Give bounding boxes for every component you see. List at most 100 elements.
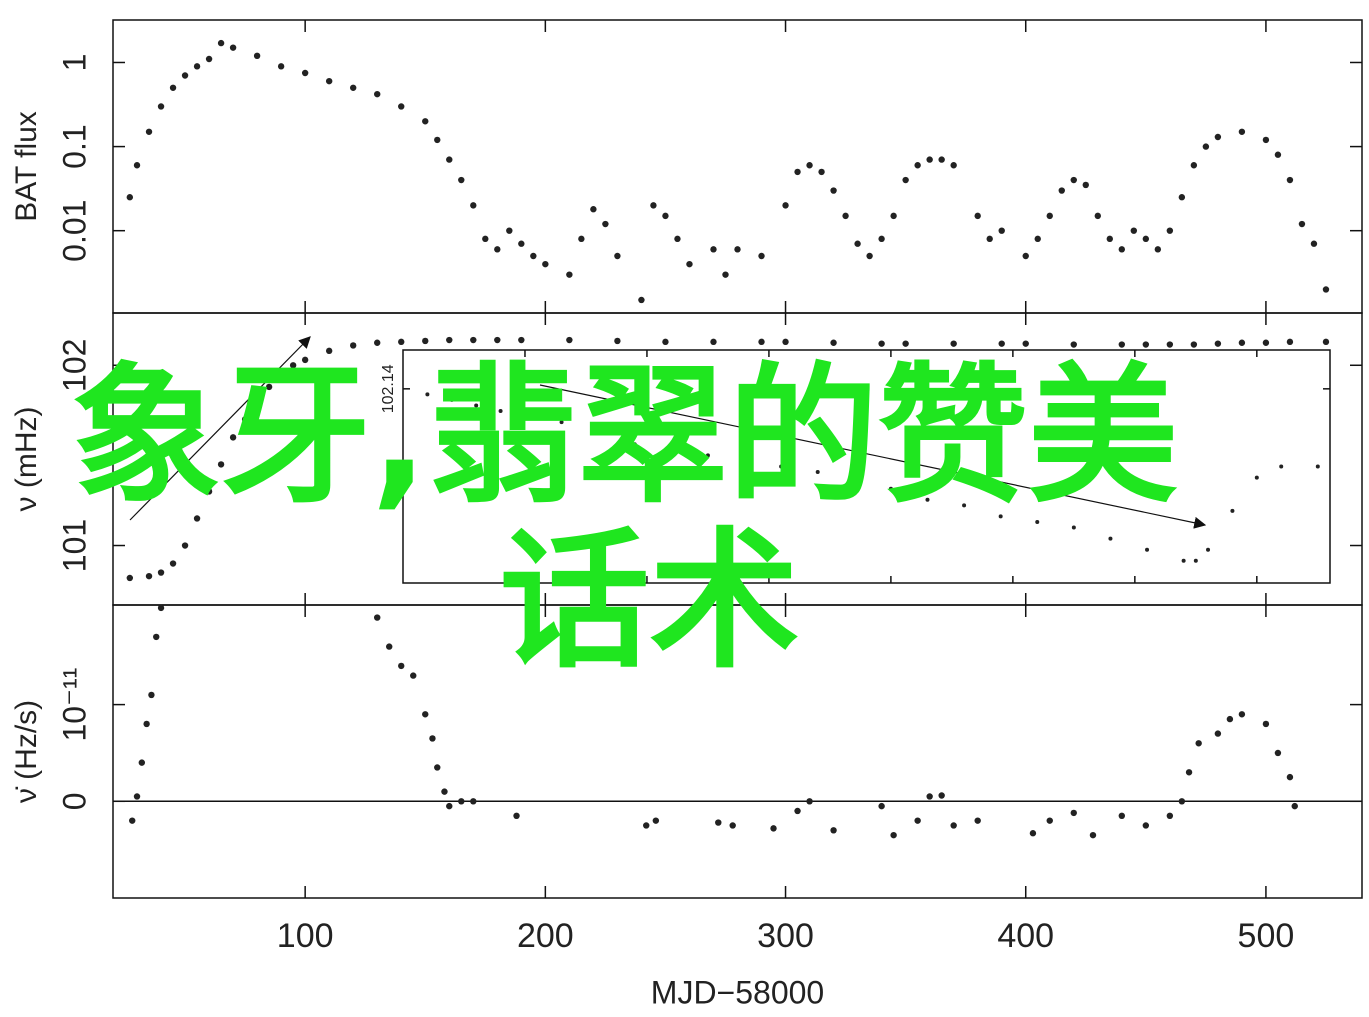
data-point xyxy=(398,103,405,110)
data-point xyxy=(705,453,710,458)
data-point xyxy=(458,798,465,805)
data-point xyxy=(241,416,249,423)
data-point xyxy=(852,475,857,480)
data-point xyxy=(710,338,717,346)
data-point xyxy=(398,338,405,346)
data-point xyxy=(878,235,885,243)
data-point xyxy=(434,136,441,144)
data-point xyxy=(1298,220,1306,228)
data-point xyxy=(643,822,650,829)
data-point xyxy=(193,515,201,522)
data-point xyxy=(1286,338,1294,346)
data-point xyxy=(1082,181,1089,189)
annotation-arrow xyxy=(129,336,311,521)
data-point xyxy=(566,336,573,344)
data-point xyxy=(289,362,297,369)
data-point xyxy=(729,822,736,829)
data-point xyxy=(1166,341,1174,348)
data-point xyxy=(1262,339,1270,346)
data-point xyxy=(470,798,477,805)
y-tick-label: 0.01 xyxy=(56,200,92,262)
data-point xyxy=(806,162,813,169)
data-point xyxy=(1262,136,1270,144)
data-point xyxy=(253,52,261,60)
data-point xyxy=(349,84,357,91)
data-point xyxy=(1238,128,1246,135)
data-point xyxy=(157,569,165,576)
data-point xyxy=(1034,235,1041,243)
y-tick-label: 0 xyxy=(56,792,92,810)
y-tick-label: 102.14 xyxy=(380,364,397,413)
data-point xyxy=(818,168,825,176)
data-point xyxy=(638,296,645,304)
data-point xyxy=(229,434,237,441)
data-point xyxy=(674,235,681,243)
data-point xyxy=(758,338,765,346)
data-point xyxy=(143,720,150,728)
data-point xyxy=(386,643,393,650)
data-point xyxy=(1022,340,1029,347)
data-point xyxy=(126,194,134,201)
data-point xyxy=(1214,730,1222,737)
data-point xyxy=(1070,341,1077,348)
data-point xyxy=(429,735,436,742)
data-point xyxy=(1254,475,1259,480)
data-point xyxy=(148,691,155,699)
data-point xyxy=(145,128,153,135)
data-point xyxy=(962,503,967,508)
data-point xyxy=(914,162,921,169)
data-point xyxy=(470,336,477,344)
data-point xyxy=(559,420,564,425)
data-point xyxy=(902,176,909,184)
data-point xyxy=(1130,227,1138,234)
x-tick-label: 300 xyxy=(757,917,814,955)
data-point xyxy=(938,156,945,163)
data-point xyxy=(1029,830,1037,837)
data-point xyxy=(974,817,981,824)
data-point xyxy=(830,339,837,346)
data-point xyxy=(794,168,801,176)
x-tick-label: 100 xyxy=(277,917,334,955)
data-point xyxy=(325,347,333,355)
data-point xyxy=(301,356,309,364)
data-point xyxy=(926,156,933,163)
data-point xyxy=(482,235,489,243)
data-point xyxy=(1046,212,1053,220)
data-point xyxy=(830,827,837,834)
data-point xyxy=(138,759,146,766)
data-point xyxy=(1070,809,1077,817)
data-point xyxy=(998,514,1003,519)
data-point xyxy=(1118,341,1126,348)
data-point xyxy=(986,235,993,243)
data-point xyxy=(422,337,429,345)
data-point xyxy=(518,336,525,344)
data-point xyxy=(374,339,381,346)
data-point xyxy=(650,202,657,209)
data-point xyxy=(181,542,189,549)
y-axis-label: ν (mHz) xyxy=(10,407,43,512)
data-point xyxy=(890,831,897,839)
data-point xyxy=(1322,338,1330,346)
data-point xyxy=(169,84,177,91)
data-point xyxy=(566,271,573,278)
data-point xyxy=(522,414,527,419)
data-point xyxy=(1238,339,1246,346)
data-point xyxy=(974,212,981,220)
x-tick-label: 200 xyxy=(517,917,574,955)
data-point xyxy=(193,63,201,70)
data-point xyxy=(590,206,597,213)
data-point xyxy=(169,560,177,567)
data-point xyxy=(710,246,717,253)
data-point xyxy=(998,227,1005,234)
data-point xyxy=(1315,464,1320,469)
data-point xyxy=(129,817,136,824)
data-point xyxy=(1274,749,1282,757)
data-point xyxy=(1035,519,1040,524)
data-point xyxy=(181,72,189,79)
data-point xyxy=(1286,176,1294,184)
data-point xyxy=(686,260,693,268)
data-point xyxy=(782,202,789,209)
data-point xyxy=(1214,340,1222,347)
data-point xyxy=(652,817,660,824)
data-point xyxy=(301,69,309,77)
